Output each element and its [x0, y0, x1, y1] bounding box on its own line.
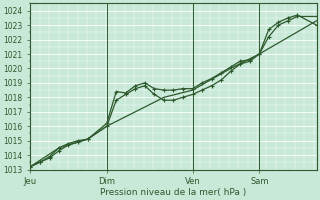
X-axis label: Pression niveau de la mer( hPa ): Pression niveau de la mer( hPa ) [100, 188, 247, 197]
